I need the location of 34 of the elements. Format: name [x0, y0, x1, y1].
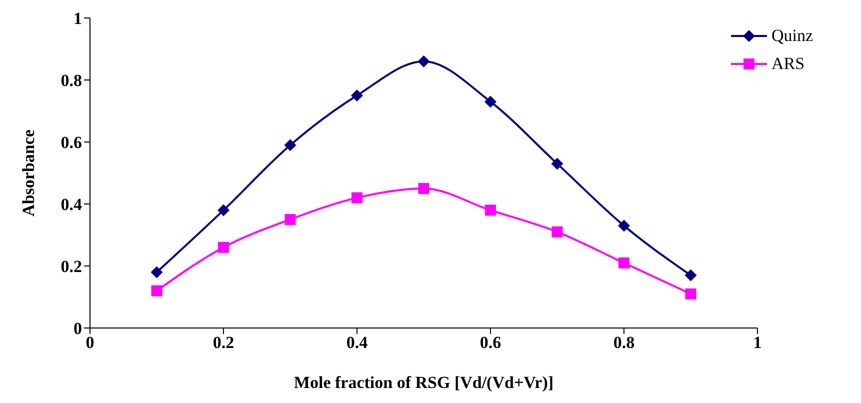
y-tick-label: 0: [74, 319, 82, 338]
legend-label: Quinz: [771, 26, 813, 46]
y-tick-label: 0.6: [60, 133, 82, 152]
point: [151, 285, 162, 296]
point: [284, 214, 296, 225]
point: [150, 266, 163, 278]
point: [350, 90, 363, 102]
x-tick-label: 0: [86, 333, 94, 352]
point: [552, 226, 563, 238]
point: [418, 55, 430, 68]
x-tick-label: 0.8: [613, 333, 635, 352]
point: [418, 183, 430, 194]
point: [551, 158, 564, 170]
y-tick-label: 1: [74, 9, 82, 28]
x-axis-title: Mole fraction of RSG [Vd/(Vd+Vr)]: [294, 373, 554, 392]
x-tick-label: 0.6: [480, 333, 502, 352]
y-axis-title: Absorbance: [19, 129, 38, 216]
y-tick-label: 0.4: [60, 195, 82, 214]
point: [484, 96, 496, 108]
x-tick-label: 1: [753, 333, 762, 352]
point: [217, 204, 230, 216]
point: [284, 139, 296, 152]
y-tick-label: 0.8: [60, 71, 82, 90]
point: [218, 242, 229, 253]
legend-label: ARS: [771, 54, 805, 74]
point: [684, 269, 697, 282]
x-tick-label: 0.4: [346, 333, 368, 352]
point: [484, 204, 496, 216]
y-tick-label: 0.2: [60, 257, 82, 276]
x-tick-label: 0.2: [212, 333, 234, 352]
point: [685, 288, 696, 300]
point: [618, 220, 630, 232]
point: [618, 257, 630, 268]
point: [351, 192, 362, 204]
